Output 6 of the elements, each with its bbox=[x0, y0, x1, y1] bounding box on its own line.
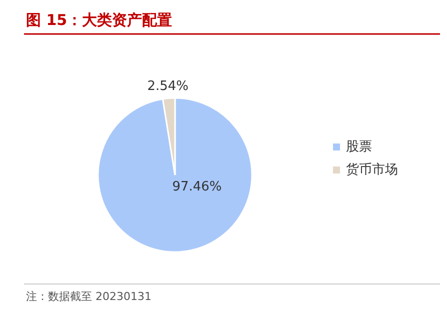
chart-title: 图 15：大类资产配置 bbox=[26, 11, 172, 29]
data-label: 2.54% bbox=[147, 78, 189, 94]
data-label: 97.46% bbox=[172, 180, 222, 194]
text: 注：数据截至 20230131 bbox=[26, 290, 152, 303]
legend-label: 股票 bbox=[346, 140, 372, 154]
legend-label: 货币市场 bbox=[346, 162, 398, 178]
